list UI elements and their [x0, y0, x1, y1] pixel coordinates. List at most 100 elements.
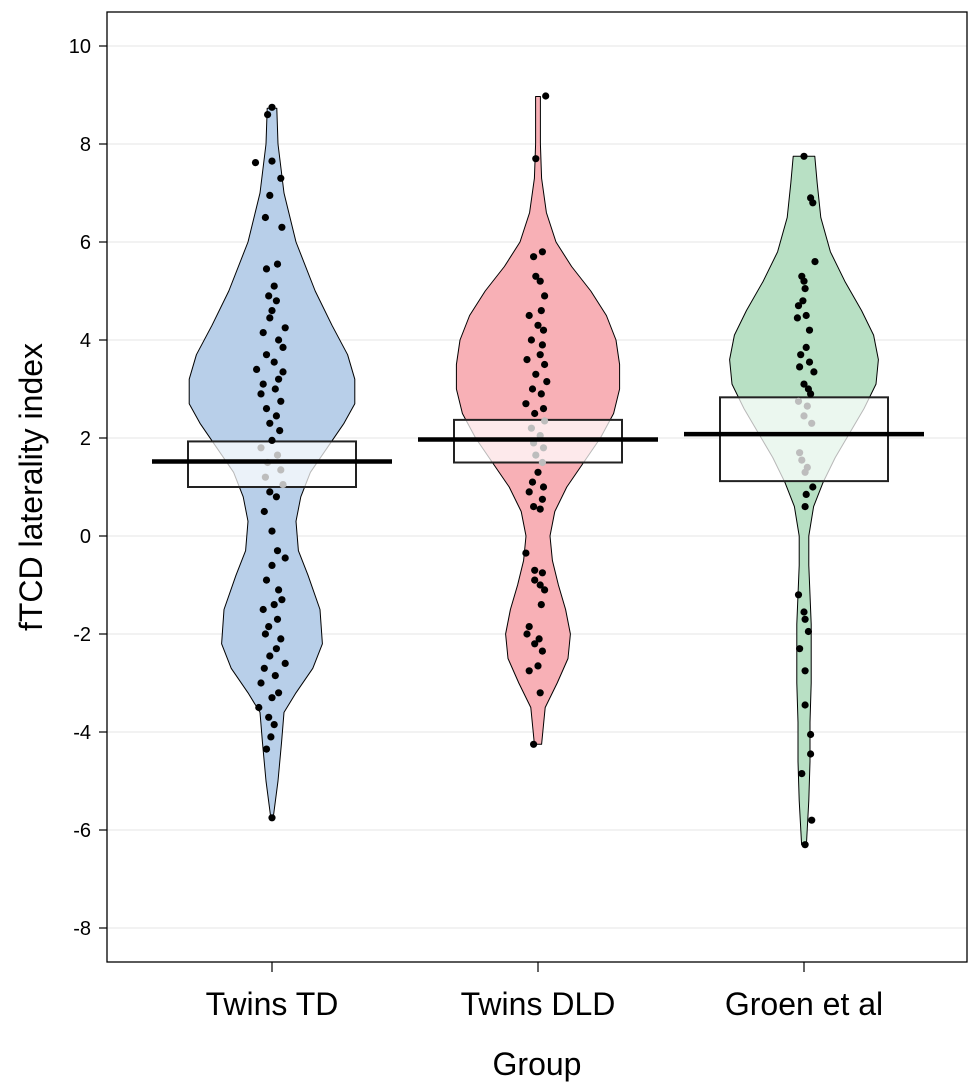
data-point: [527, 336, 536, 344]
data-point: [271, 385, 279, 393]
data-point: [523, 356, 531, 364]
data-point: [267, 733, 275, 741]
data-point: [807, 730, 815, 739]
data-point: [522, 549, 530, 557]
data-point: [801, 503, 809, 511]
data-point: [260, 507, 268, 516]
y-tick-label: -8: [73, 918, 91, 940]
data-point: [273, 615, 282, 623]
data-point: [804, 627, 813, 636]
data-point: [802, 343, 810, 351]
data-point: [800, 412, 808, 420]
data-point: [270, 358, 278, 366]
data-point: [253, 365, 261, 373]
data-point: [799, 297, 807, 305]
data-point: [530, 740, 538, 748]
data-point: [277, 397, 285, 405]
data-point: [538, 458, 547, 467]
data-point: [800, 608, 808, 616]
data-point: [525, 488, 533, 496]
data-point: [539, 483, 548, 491]
data-point: [805, 326, 814, 334]
data-point: [810, 368, 818, 376]
data-point: [266, 652, 274, 660]
data-point: [536, 351, 544, 359]
data-point: [265, 713, 273, 721]
data-point: [277, 466, 285, 474]
data-point: [266, 419, 274, 427]
data-point: [268, 436, 276, 444]
data-points: [251, 92, 819, 849]
data-point: [262, 351, 271, 359]
data-point: [803, 402, 811, 410]
data-point: [273, 547, 282, 555]
data-point: [796, 645, 804, 653]
data-point: [268, 694, 276, 702]
data-point: [538, 569, 547, 577]
data-point: [800, 277, 808, 285]
y-tick-label: -2: [73, 624, 91, 646]
data-point: [535, 635, 543, 643]
x-tick-label: Twins TD: [206, 986, 339, 1022]
data-point: [528, 385, 537, 393]
plot-frame: [106, 11, 968, 963]
data-point: [801, 615, 809, 623]
data-point: [266, 191, 274, 199]
y-tick-label: 2: [80, 428, 91, 450]
y-axis-title: fTCD laterality index: [13, 343, 49, 631]
data-point: [531, 409, 539, 418]
data-point: [532, 272, 540, 280]
data-point: [543, 378, 551, 386]
data-point: [539, 326, 548, 334]
data-point: [278, 596, 286, 604]
data-point: [801, 285, 809, 293]
mean-lines: [152, 431, 924, 464]
data-point: [800, 152, 808, 160]
data-point: [537, 601, 545, 609]
data-point: [796, 363, 804, 371]
data-point: [265, 292, 273, 300]
data-point: [798, 770, 806, 778]
data-point: [525, 667, 533, 675]
data-point: [537, 390, 545, 398]
data-point: [808, 419, 816, 427]
data-point: [275, 586, 283, 594]
data-point: [808, 816, 816, 824]
data-point: [527, 424, 536, 432]
data-point: [270, 282, 278, 290]
data-point: [262, 405, 271, 413]
data-point: [281, 659, 289, 668]
data-point: [268, 561, 276, 570]
data-point: [281, 324, 289, 332]
data-point: [531, 640, 539, 648]
data-point: [801, 667, 809, 675]
data-point: [276, 427, 284, 435]
y-tick-label: 0: [80, 526, 91, 548]
data-point: [266, 314, 274, 322]
data-point: [538, 341, 547, 349]
data-point: [264, 111, 272, 119]
data-point: [260, 664, 268, 672]
data-point: [534, 468, 542, 476]
data-point: [541, 292, 549, 300]
data-point: [541, 417, 549, 425]
data-point: [532, 370, 540, 378]
data-point: [536, 277, 544, 285]
data-point: [268, 814, 276, 822]
data-point: [273, 260, 282, 268]
data-point: [528, 478, 537, 486]
data-point: [541, 586, 549, 594]
data-point: [257, 390, 265, 398]
data-point: [801, 468, 809, 476]
data-point: [525, 623, 533, 631]
data-point: [801, 841, 809, 849]
data-point: [270, 601, 278, 609]
data-point: [802, 490, 810, 498]
data-point: [262, 576, 271, 584]
data-point: [796, 449, 804, 457]
data-point: [538, 248, 547, 256]
data-point: [272, 412, 280, 420]
data-point: [279, 368, 287, 376]
data-point: [809, 199, 817, 207]
